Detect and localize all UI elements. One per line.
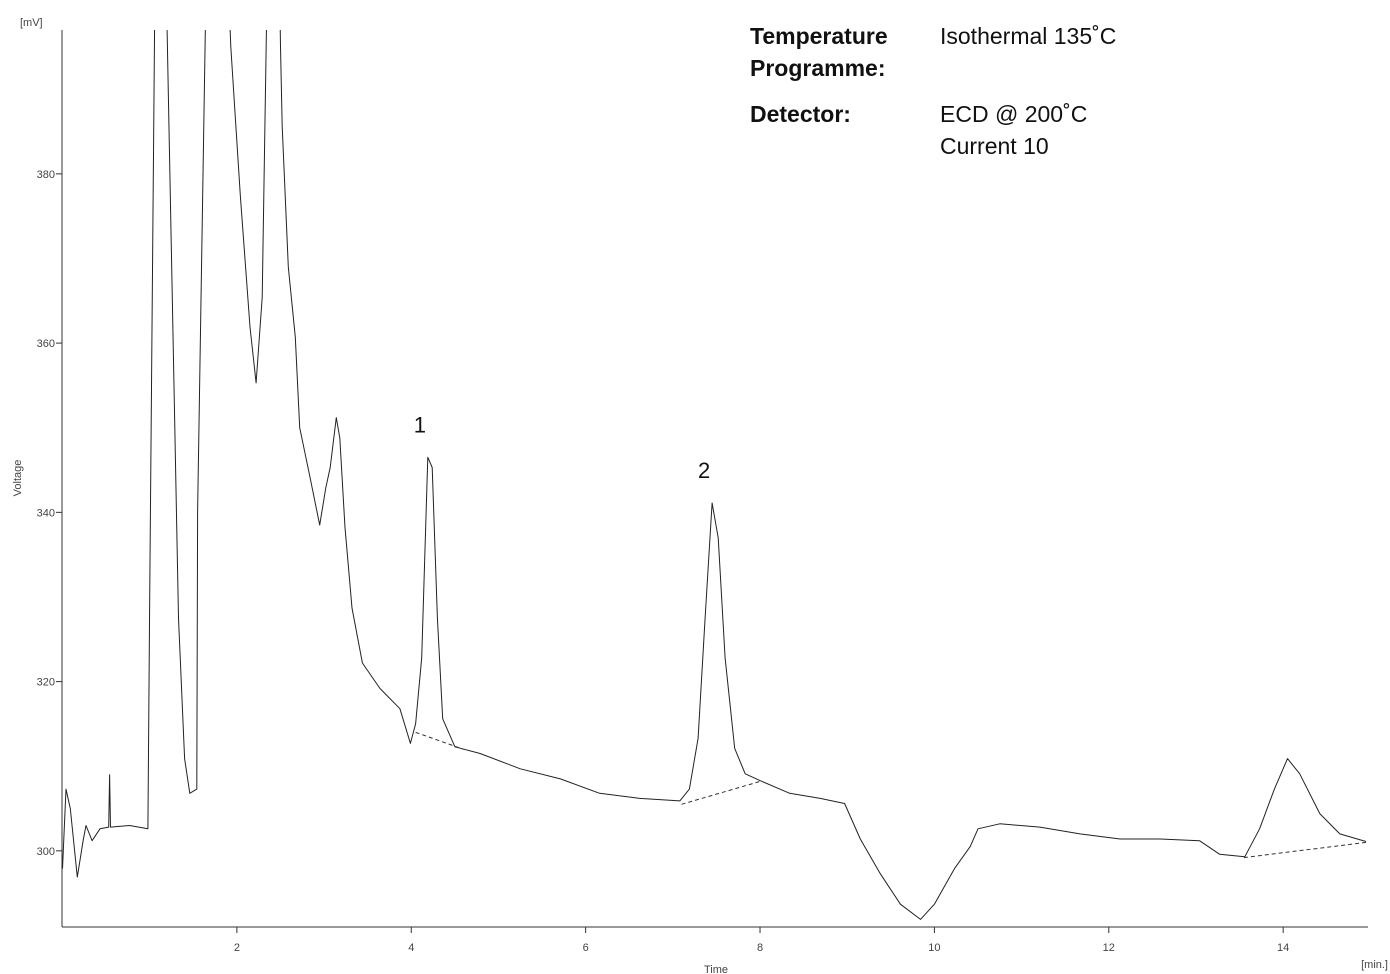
baseline — [415, 731, 464, 750]
peak-label: 2 — [698, 458, 710, 483]
x-tick-label: 4 — [408, 942, 414, 954]
x-tick-label: 2 — [234, 942, 240, 954]
x-tick-label: 6 — [583, 942, 589, 954]
y-unit-label: [mV] — [20, 17, 43, 29]
x-tick-label: 12 — [1103, 942, 1115, 954]
x-unit-label: [min.] — [1361, 959, 1388, 971]
condition-label: Programme: — [750, 55, 885, 81]
condition-value: ECD @ 200˚C — [940, 101, 1087, 127]
baseline — [681, 780, 761, 805]
x-axis-label: Time — [704, 964, 728, 974]
peak-label: 1 — [414, 412, 426, 437]
x-tick-label: 14 — [1277, 942, 1289, 954]
y-tick-label: 380 — [37, 169, 55, 181]
y-axis-label: Voltage — [12, 460, 24, 497]
y-tick-label: 340 — [37, 507, 55, 519]
y-tick-label: 300 — [37, 846, 55, 858]
condition-value: Isothermal 135˚C — [940, 23, 1116, 49]
condition-value: Current 10 — [940, 133, 1049, 159]
x-tick-label: 10 — [928, 942, 940, 954]
x-tick-label: 8 — [757, 942, 763, 954]
y-tick-label: 320 — [37, 677, 55, 689]
plot-area — [62, 30, 1367, 920]
baseline — [1243, 841, 1367, 859]
condition-label: Detector: — [750, 101, 851, 127]
signal-line — [62, 30, 1367, 920]
y-tick-label: 360 — [37, 338, 55, 350]
condition-label: Temperature — [750, 23, 888, 49]
